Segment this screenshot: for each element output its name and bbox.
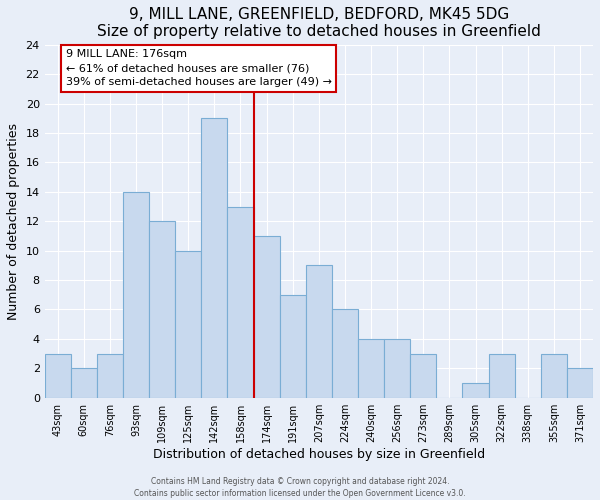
Bar (254, 236, 280, 398)
Bar (488, 354, 515, 398)
Bar (123, 192, 149, 398)
Bar (97, 354, 123, 398)
Bar (541, 354, 567, 398)
Bar (567, 368, 593, 398)
Title: 9, MILL LANE, GREENFIELD, BEDFORD, MK45 5DG
Size of property relative to detache: 9, MILL LANE, GREENFIELD, BEDFORD, MK45 … (97, 7, 541, 40)
Bar (149, 221, 175, 398)
Bar (280, 295, 306, 398)
Bar (175, 250, 202, 398)
Text: Contains HM Land Registry data © Crown copyright and database right 2024.
Contai: Contains HM Land Registry data © Crown c… (134, 476, 466, 498)
Bar (227, 206, 254, 398)
Bar (332, 310, 358, 398)
Bar (463, 383, 488, 398)
Bar (44, 354, 71, 398)
Bar (306, 266, 332, 398)
Y-axis label: Number of detached properties: Number of detached properties (7, 122, 20, 320)
Bar (358, 339, 384, 398)
X-axis label: Distribution of detached houses by size in Greenfield: Distribution of detached houses by size … (153, 448, 485, 460)
Bar (384, 339, 410, 398)
Bar (71, 368, 97, 398)
Text: 9 MILL LANE: 176sqm
← 61% of detached houses are smaller (76)
39% of semi-detach: 9 MILL LANE: 176sqm ← 61% of detached ho… (65, 49, 332, 87)
Bar (202, 118, 227, 398)
Bar (410, 354, 436, 398)
